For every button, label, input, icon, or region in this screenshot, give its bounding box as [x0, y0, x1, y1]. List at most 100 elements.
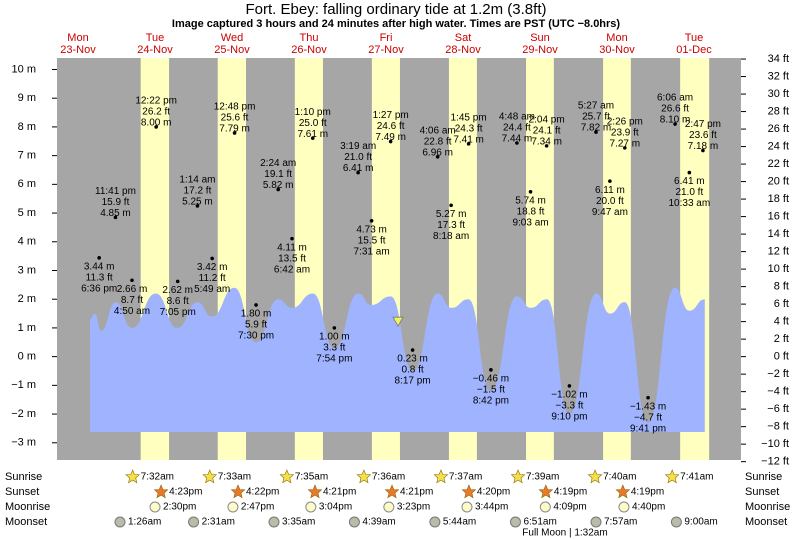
tide-label: 4.11 m — [277, 242, 307, 253]
tide-label: 0.23 m — [397, 354, 428, 365]
tide-label: 24.4 ft — [503, 123, 531, 134]
tide-label: 6.96 m — [422, 147, 453, 158]
date-label: 24-Nov — [137, 44, 173, 56]
tide-label: 3:19 am — [340, 141, 376, 152]
tide-extreme-dot — [594, 130, 598, 134]
tide-extreme-dot — [567, 384, 572, 388]
y-tick-label: 8 m — [18, 121, 36, 133]
moon-phase: Full Moon | 1:32am — [522, 528, 607, 539]
tide-label: 9:10 pm — [551, 412, 587, 423]
moonrise-icon — [305, 501, 317, 513]
tide-extreme-dot — [276, 187, 281, 192]
tide-label: 18.8 ft — [517, 206, 545, 217]
tide-label: −1.43 m — [630, 401, 666, 412]
row-label: Moonset — [5, 516, 47, 528]
y2-tick-label: −12 ft — [761, 456, 789, 468]
chart-title: Fort. Ebey: falling ordinary tide at 1.2… — [246, 1, 547, 18]
tide-label: 11.2 ft — [199, 273, 226, 284]
tide-label: 2:26 pm — [607, 117, 643, 128]
moonset-icon — [114, 516, 126, 528]
sunrise-icon — [433, 469, 449, 484]
y2-tick-label: 10 ft — [768, 263, 789, 275]
sunset-icon — [384, 484, 400, 499]
tide-extreme-dot — [130, 278, 134, 283]
row-time: 2:31am — [202, 517, 235, 528]
tide-label: 4.73 m — [356, 224, 387, 235]
date-label: 29-Nov — [522, 44, 558, 56]
tide-label: 8.00 m — [141, 118, 172, 129]
sunrise-icon — [202, 469, 218, 484]
tide-label: 6:36 pm — [81, 283, 117, 294]
chart-subtitle: Image captured 3 hours and 24 minutes af… — [172, 18, 621, 30]
tide-extreme-dot — [195, 204, 200, 208]
tide-label: 15.9 ft — [102, 197, 130, 208]
tide-label: 7.82 m — [581, 123, 612, 134]
weekday-label: Sat — [455, 32, 472, 44]
tide-label: 1.00 m — [319, 332, 350, 343]
row-time: 4:09pm — [553, 502, 586, 513]
tide-label: 6:42 am — [274, 264, 310, 275]
row-time: 3:44pm — [475, 502, 508, 513]
sunrise-icon — [664, 469, 680, 484]
row-label: Sunset — [745, 486, 779, 498]
sunset-icon — [153, 484, 169, 499]
row-time: 7:33am — [218, 472, 251, 483]
tide-extreme-dot — [410, 348, 415, 352]
tide-label: 11:41 pm — [95, 186, 136, 197]
tide-label: 7.79 m — [219, 124, 250, 135]
tide-label: 24.1 ft — [533, 126, 561, 137]
sunset-icon — [230, 484, 246, 499]
weekday-label: Sun — [530, 32, 550, 44]
y2-tick-label: −6 ft — [767, 403, 789, 415]
tide-extreme-dot — [489, 368, 493, 372]
row-label: Moonrise — [5, 501, 50, 513]
tide-label: 12:48 pm — [214, 102, 256, 113]
y2-tick-label: 12 ft — [768, 246, 789, 258]
row-label: Sunset — [5, 486, 39, 498]
y2-tick-label: 4 ft — [774, 316, 789, 328]
tide-extreme-dot — [449, 203, 453, 208]
tide-extreme-dot — [210, 256, 214, 261]
tide-label: 7.61 m — [297, 129, 328, 140]
tide-extreme-dot — [310, 136, 315, 140]
weekday-label: Thu — [300, 32, 319, 44]
row-time: 4:19pm — [631, 487, 664, 498]
tide-extreme-dot — [435, 154, 440, 159]
tide-label: 4:48 am — [499, 112, 535, 123]
row-time: 4:22pm — [246, 487, 279, 498]
date-label: 23-Nov — [60, 44, 96, 56]
y-tick-label: −3 m — [11, 437, 36, 449]
tide-label: 11.3 ft — [86, 272, 113, 283]
y2-tick-label: 24 ft — [768, 140, 789, 152]
tide-label: 23.6 ft — [689, 130, 717, 141]
row-time: 7:40am — [603, 472, 636, 483]
tide-label: 4.85 m — [100, 208, 131, 219]
y2-tick-label: −8 ft — [767, 421, 789, 433]
date-label: 28-Nov — [445, 44, 481, 56]
tide-label: 22.8 ft — [424, 136, 452, 147]
tide-label: 8:42 pm — [473, 395, 509, 406]
tide-label: −3.3 ft — [555, 401, 583, 412]
tide-label: 25.0 ft — [299, 118, 327, 129]
moonset-icon — [429, 516, 441, 528]
y-tick-label: 4 m — [18, 236, 36, 248]
tide-label: 12:22 pm — [135, 96, 177, 107]
row-time: 4:40pm — [632, 502, 665, 513]
sunrise-icon — [356, 469, 372, 484]
date-label: 01-Dec — [676, 44, 712, 56]
tide-label: 6.41 m — [343, 163, 374, 174]
tide-extreme-dot — [232, 131, 237, 135]
row-time: 4:21pm — [323, 487, 356, 498]
tide-label: 3.3 ft — [323, 343, 345, 354]
row-time: 1:26am — [128, 517, 161, 528]
sunrise-icon — [279, 469, 295, 484]
tide-label: 8.10 m — [660, 115, 691, 126]
row-time: 2:47pm — [241, 502, 274, 513]
tide-label: 7.27 m — [610, 139, 641, 150]
weekday-label: Mon — [67, 32, 88, 44]
y2-tick-label: 22 ft — [768, 158, 789, 170]
row-time: 7:37am — [449, 472, 482, 483]
row-label: Sunrise — [745, 471, 782, 483]
row-time: 4:20pm — [477, 487, 510, 498]
moonset-icon — [670, 516, 682, 528]
